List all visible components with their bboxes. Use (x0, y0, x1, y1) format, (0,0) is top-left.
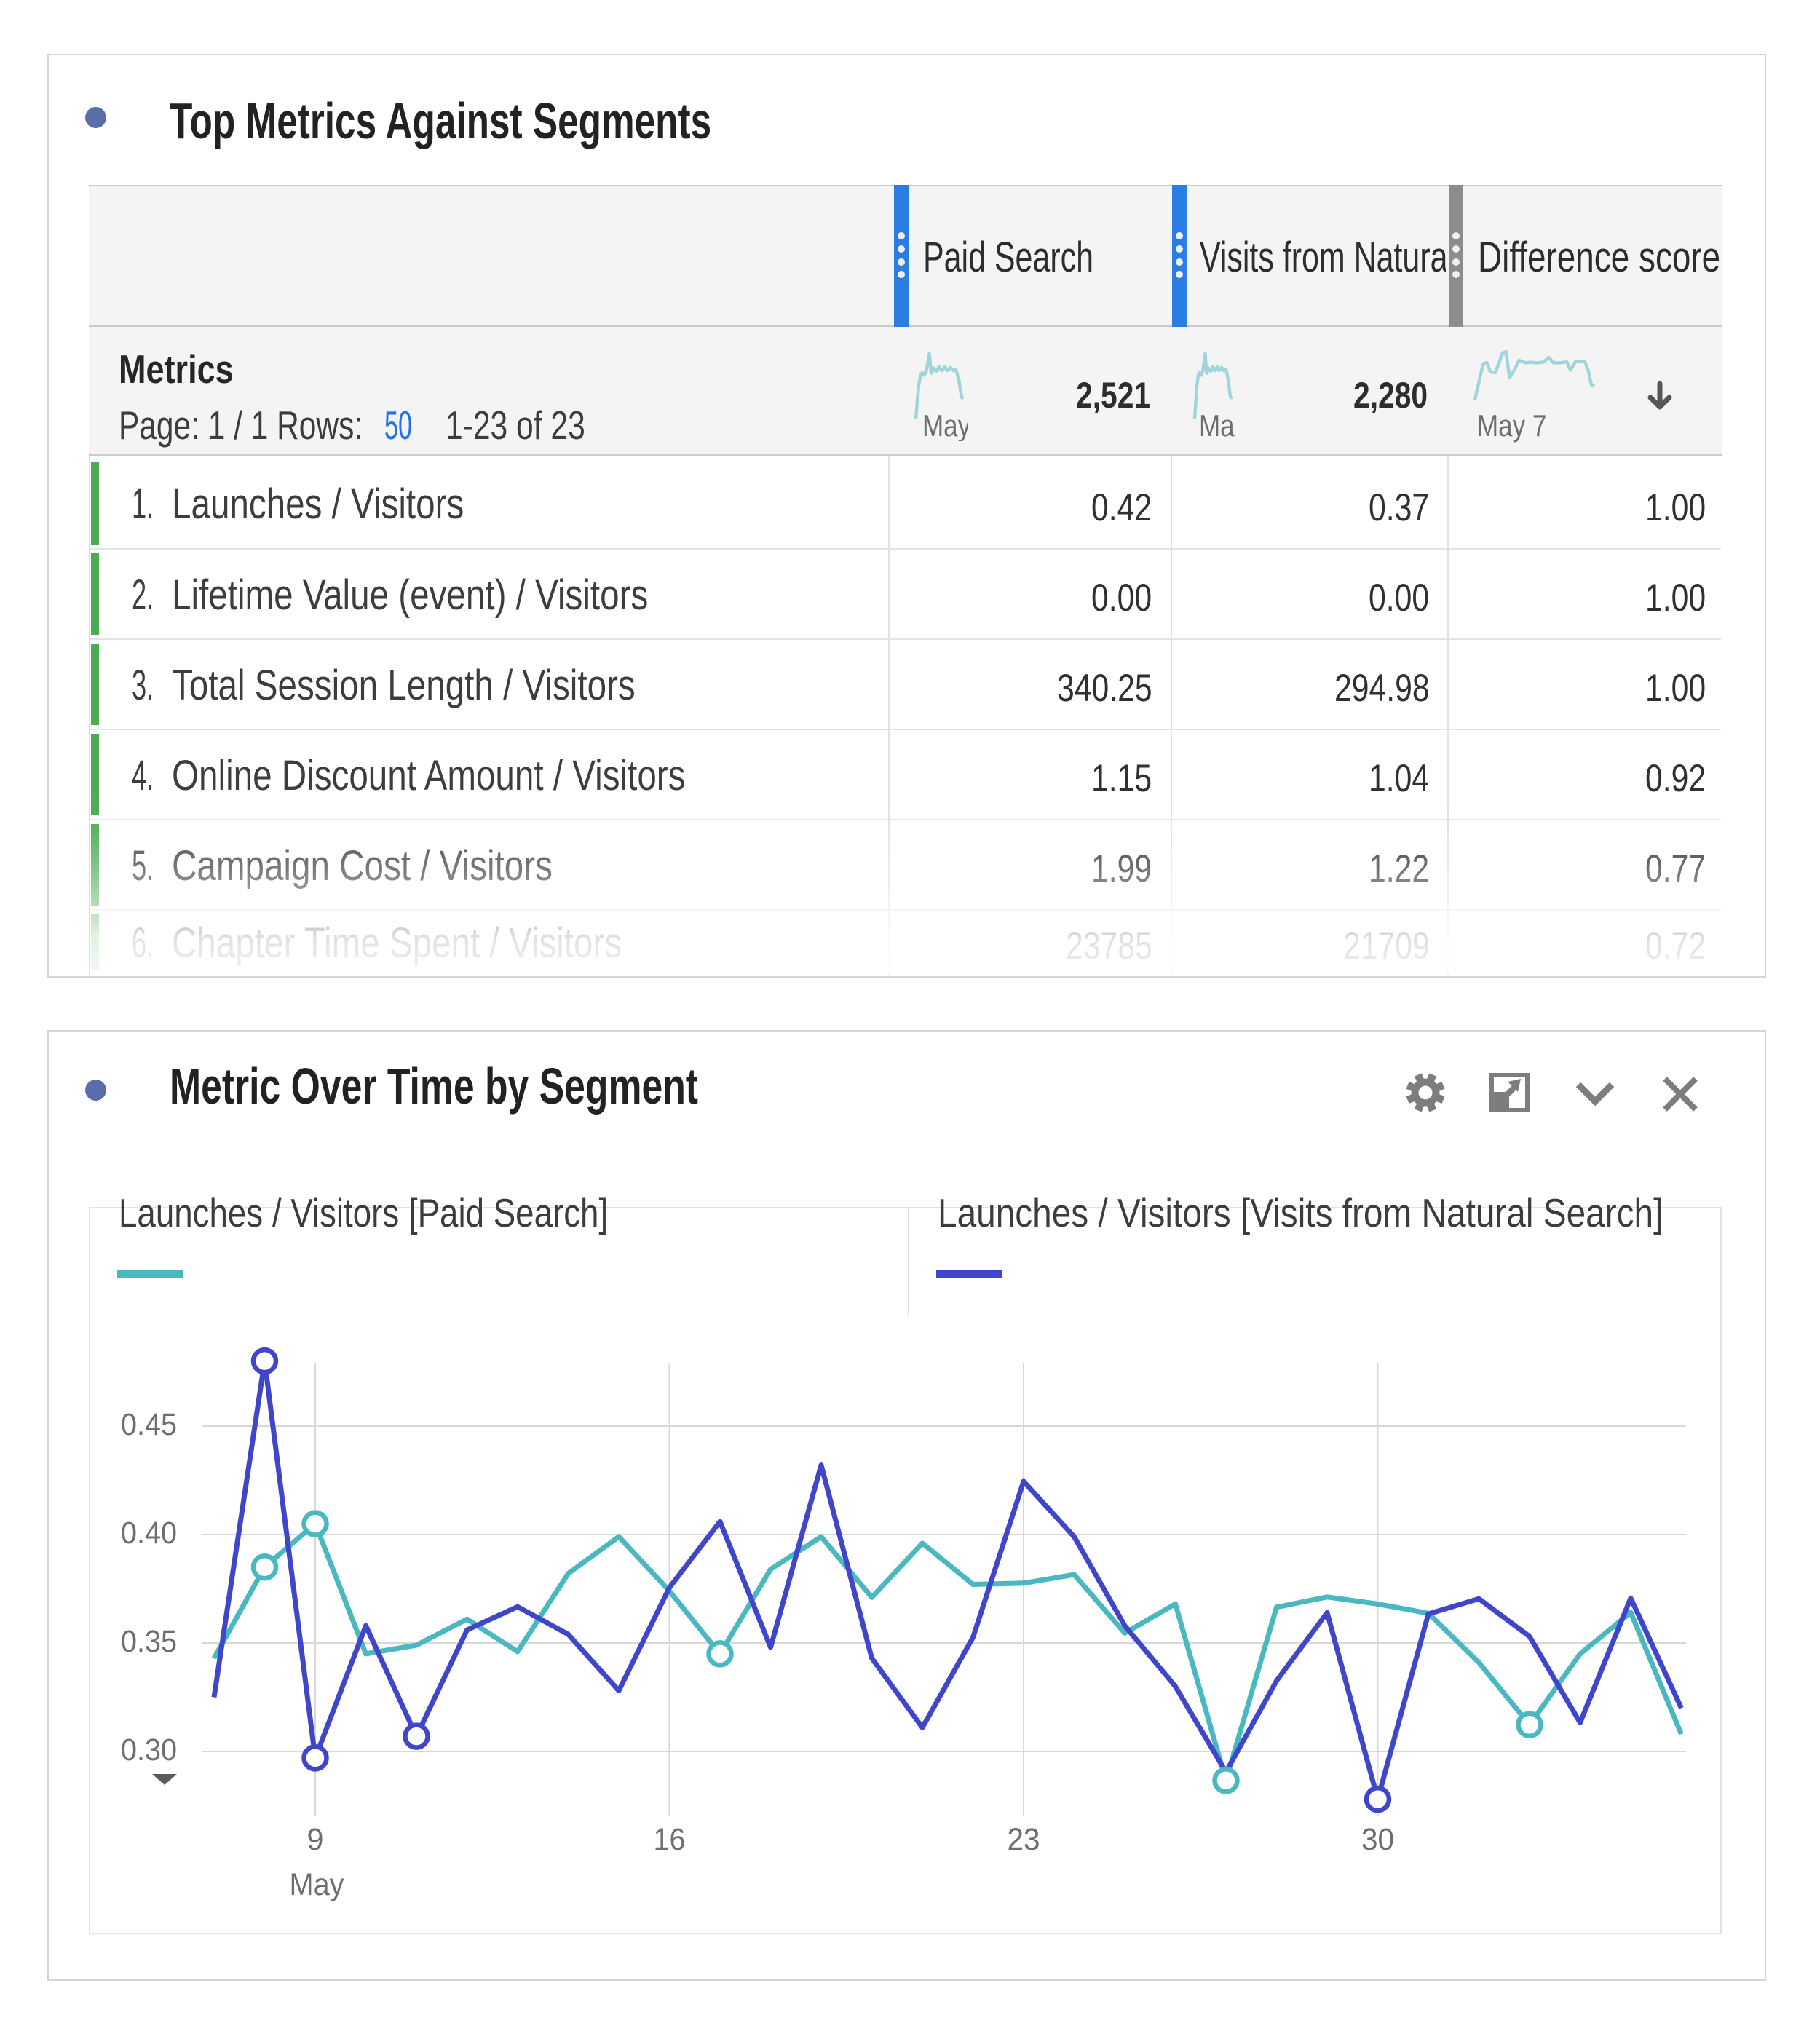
svg-text:May: May (290, 1867, 344, 1902)
svg-text:16: 16 (654, 1822, 686, 1857)
svg-text:0.35: 0.35 (121, 1624, 177, 1659)
svg-text:0.30: 0.30 (121, 1733, 177, 1767)
svg-text:30: 30 (1361, 1822, 1394, 1857)
svg-text:9: 9 (307, 1822, 324, 1857)
svg-text:0.40: 0.40 (121, 1516, 177, 1551)
svg-text:23: 23 (1008, 1822, 1040, 1857)
svg-text:0.45: 0.45 (121, 1407, 177, 1442)
